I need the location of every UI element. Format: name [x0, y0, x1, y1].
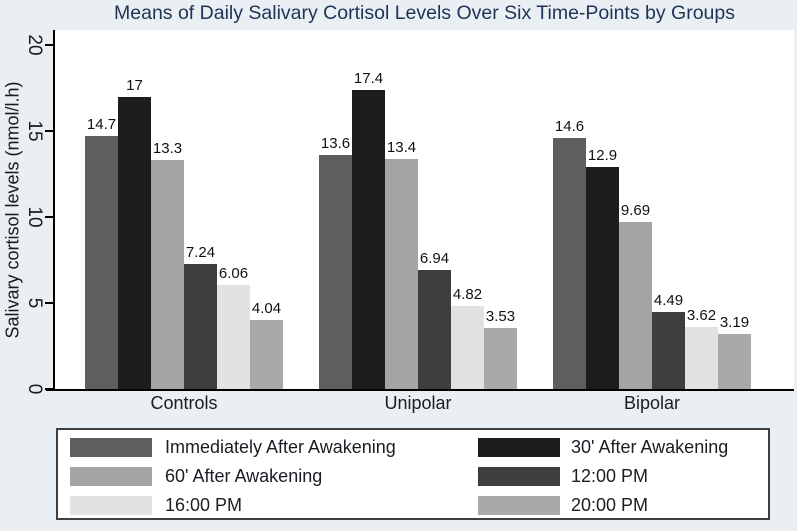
legend-swatch	[478, 438, 560, 457]
bar	[553, 137, 586, 389]
legend-label: 60' After Awakening	[165, 466, 323, 486]
legend-swatch	[478, 496, 560, 515]
y-tick-label: 20	[24, 34, 45, 56]
bar-value-label: 13.3	[152, 140, 183, 158]
bar-value-label: 17	[126, 76, 143, 94]
bar	[718, 334, 751, 389]
bar	[652, 311, 685, 389]
bar-value-label: 3.19	[719, 314, 750, 332]
bar-value-label: 7.24	[185, 244, 216, 262]
bar-value-label: 4.49	[653, 291, 684, 309]
bar	[217, 284, 250, 389]
y-tick-mark	[45, 302, 53, 304]
bar-value-label: 12.9	[587, 147, 618, 165]
bar-value-label: 4.04	[251, 299, 282, 317]
legend-label: 20:00 PM	[571, 495, 649, 515]
chart-title: Means of Daily Salivary Cortisol Levels …	[114, 2, 735, 24]
bar-value-label: 14.6	[554, 117, 585, 135]
bar-value-label: 3.53	[485, 308, 516, 326]
y-tick-label: 0	[24, 383, 45, 395]
y-tick-label: 10	[24, 206, 45, 228]
bar	[319, 155, 352, 389]
y-tick-label: 5	[24, 297, 45, 309]
y-axis-line	[53, 30, 55, 391]
y-axis-title: Salivary cortisol levels (nmol/l.h)	[2, 81, 23, 339]
y-tick-label: 15	[24, 120, 45, 142]
x-axis-category-label: Bipolar	[623, 393, 681, 413]
bar-value-label: 14.7	[86, 116, 117, 134]
legend-swatch	[70, 467, 152, 486]
bar-value-label: 13.6	[320, 135, 351, 153]
bar	[250, 319, 283, 389]
x-axis-category-label: Controls	[150, 393, 218, 413]
bar	[586, 167, 619, 389]
y-tick-mark	[45, 44, 53, 46]
bar	[385, 158, 418, 389]
bar-value-label: 9.69	[620, 202, 651, 220]
legend-label: 12:00 PM	[571, 466, 649, 486]
bar	[184, 264, 217, 389]
y-tick-mark	[45, 216, 53, 218]
bar-value-label: 6.06	[218, 264, 249, 282]
bar	[451, 306, 484, 389]
legend-label: Immediately After Awakening	[165, 437, 396, 457]
y-tick-mark	[45, 388, 53, 390]
bar	[619, 222, 652, 389]
bar	[484, 328, 517, 389]
bar-value-label: 6.94	[419, 249, 450, 267]
bar-value-label: 3.62	[686, 306, 717, 324]
bar	[151, 160, 184, 389]
bar-value-label: 17.4	[353, 69, 384, 87]
bar	[418, 269, 451, 389]
legend-label: 30' After Awakening	[571, 437, 729, 457]
bar	[85, 136, 118, 389]
legend-swatch	[478, 467, 560, 486]
legend-label: 16:00 PM	[165, 495, 243, 515]
legend: Immediately After Awakening 30' After Awa…	[56, 428, 770, 520]
bar	[685, 326, 718, 389]
legend-swatch	[70, 438, 152, 457]
x-axis-category-label: Unipolar	[384, 393, 452, 413]
bar-value-label: 13.4	[386, 138, 417, 156]
bar	[352, 89, 385, 389]
bar-value-label: 4.82	[452, 286, 483, 304]
x-axis-line	[46, 389, 794, 391]
legend-swatch	[70, 496, 152, 515]
bar	[118, 96, 151, 389]
y-tick-mark	[45, 130, 53, 132]
